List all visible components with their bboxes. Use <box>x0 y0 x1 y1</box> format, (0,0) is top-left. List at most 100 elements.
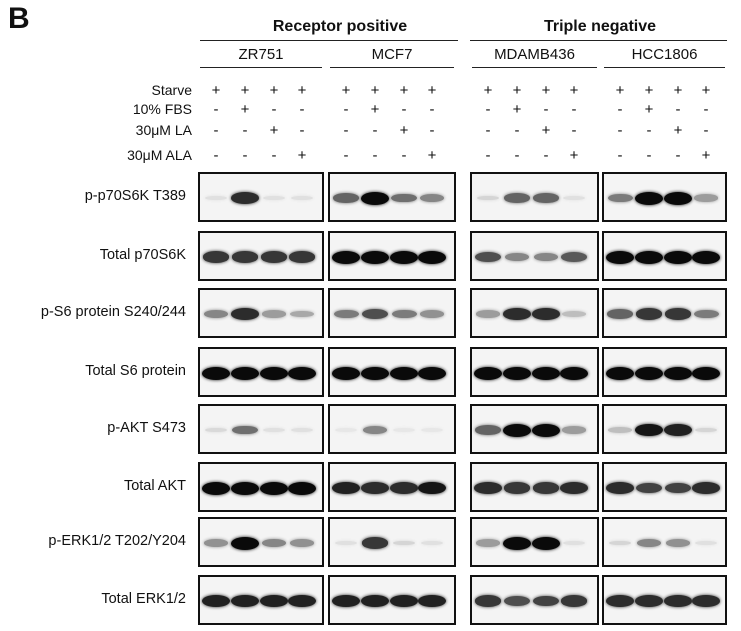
treatment-mark: + <box>644 82 654 99</box>
treatment-mark: - <box>617 147 623 164</box>
protein-band <box>204 195 228 201</box>
blot-panel <box>198 347 324 397</box>
protein-band <box>606 595 634 607</box>
protein-band <box>203 539 229 547</box>
treatment-mark: - <box>543 147 549 164</box>
protein-band <box>261 310 287 318</box>
blot-panel <box>470 172 599 222</box>
cell-line-label: ZR751 <box>238 46 284 63</box>
protein-band <box>203 309 229 319</box>
protein-band <box>635 308 663 320</box>
treatment-mark: - <box>372 122 378 139</box>
treatment-mark: - <box>485 147 491 164</box>
treatment-mark: + <box>512 82 522 99</box>
protein-band <box>391 309 417 319</box>
treatment-mark: + <box>297 82 307 99</box>
treatment-mark: + <box>483 82 493 99</box>
protein-band <box>635 482 663 494</box>
cell-line-label: MDAMB436 <box>494 46 575 63</box>
blot-panel <box>470 231 599 281</box>
protein-band <box>420 427 444 433</box>
protein-band <box>606 250 634 264</box>
blot-panel <box>198 288 324 338</box>
treatment-mark: + <box>644 101 654 118</box>
protein-band <box>231 192 259 204</box>
antibody-label: Total AKT <box>123 478 186 494</box>
protein-band <box>231 308 259 320</box>
protein-band <box>692 366 720 380</box>
protein-band <box>635 191 663 205</box>
protein-band <box>560 595 588 607</box>
protein-band <box>607 309 633 319</box>
protein-band <box>202 366 230 380</box>
blot-panel <box>602 462 727 512</box>
protein-band <box>418 250 446 264</box>
protein-band <box>231 481 259 495</box>
protein-band <box>503 308 531 320</box>
cell-line-label: HCC1806 <box>631 46 698 63</box>
protein-band <box>562 311 586 317</box>
protein-band <box>474 251 502 263</box>
antibody-label: Total ERK1/2 <box>101 591 186 607</box>
treatment-mark: + <box>569 147 579 164</box>
protein-band <box>694 540 718 546</box>
protein-band <box>635 250 663 264</box>
treatment-mark: + <box>297 147 307 164</box>
protein-band <box>532 366 560 380</box>
protein-band <box>333 193 359 203</box>
protein-band <box>476 195 500 201</box>
protein-band <box>361 191 389 205</box>
antibody-label: Total p70S6K <box>99 247 186 263</box>
protein-band <box>532 595 560 607</box>
treatment-mark: + <box>240 82 250 99</box>
protein-band <box>664 595 692 607</box>
treatment-mark: + <box>512 101 522 118</box>
treatment-mark: - <box>485 122 491 139</box>
treatment-mark: - <box>646 147 652 164</box>
treatment-mark: - <box>401 147 407 164</box>
treatment-mark: - <box>485 101 491 118</box>
protein-band <box>290 310 314 318</box>
protein-band <box>635 423 663 437</box>
treatment-mark: + <box>673 82 683 99</box>
protein-band <box>260 594 288 608</box>
protein-band <box>332 250 360 264</box>
blot-panel <box>602 404 727 454</box>
blot-panel <box>198 404 324 454</box>
antibody-label: p-AKT S473 <box>107 420 186 436</box>
protein-band <box>332 594 360 608</box>
protein-band <box>390 594 418 608</box>
treatment-mark: + <box>211 82 221 99</box>
treatment-mark: - <box>242 122 248 139</box>
blot-panel <box>470 404 599 454</box>
treatment-mark: + <box>569 82 579 99</box>
protein-band <box>290 195 314 201</box>
protein-band <box>561 426 587 434</box>
protein-band <box>503 423 531 437</box>
protein-band <box>419 310 445 318</box>
treatment-mark: - <box>213 122 219 139</box>
treatment-mark: - <box>213 101 219 118</box>
protein-band <box>231 536 259 550</box>
treatment-mark: - <box>299 101 305 118</box>
protein-band <box>561 252 587 262</box>
treatment-mark: - <box>675 147 681 164</box>
protein-band <box>420 540 444 546</box>
blot-panel <box>328 404 456 454</box>
blot-panel <box>470 288 599 338</box>
treatment-mark: - <box>617 101 623 118</box>
protein-band <box>692 250 720 264</box>
protein-band <box>664 250 692 264</box>
protein-band <box>361 537 389 549</box>
treatment-mark: - <box>571 122 577 139</box>
protein-band <box>560 366 588 380</box>
protein-band <box>260 481 288 495</box>
protein-band <box>533 193 559 203</box>
protein-band <box>361 482 389 494</box>
treatment-mark: - <box>213 147 219 164</box>
blot-panel <box>198 231 324 281</box>
protein-band <box>560 482 588 494</box>
protein-band <box>608 427 632 433</box>
treatment-mark: + <box>673 122 683 139</box>
protein-band <box>475 539 501 547</box>
